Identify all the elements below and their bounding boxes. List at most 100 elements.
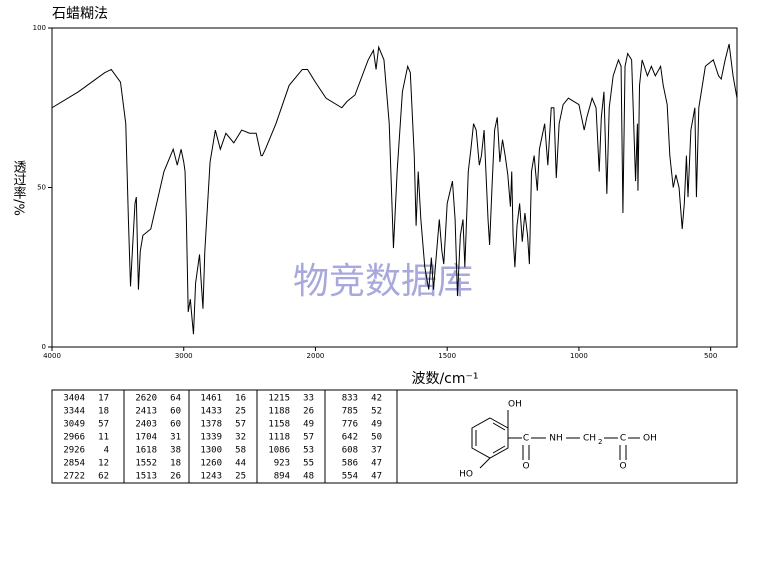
peak-transmittance: 37 xyxy=(371,446,382,456)
y-axis-label: 透过率/% xyxy=(11,160,27,216)
struct-label: O xyxy=(619,462,626,472)
peak-wavenumber: 608 xyxy=(342,446,358,456)
peak-transmittance: 38 xyxy=(170,446,181,456)
peak-wavenumber: 1158 xyxy=(268,420,290,430)
peak-transmittance: 57 xyxy=(303,433,314,443)
peak-transmittance: 33 xyxy=(303,394,314,404)
peak-table-frame xyxy=(51,389,738,484)
peak-transmittance: 57 xyxy=(98,420,109,430)
peak-wavenumber: 586 xyxy=(342,459,358,469)
peak-wavenumber: 1513 xyxy=(135,472,157,482)
spectrum-line xyxy=(51,43,738,335)
y-tick-label: 50 xyxy=(37,184,46,192)
struct-label: 2 xyxy=(598,438,602,446)
peak-wavenumber: 1243 xyxy=(200,472,222,482)
peak-transmittance: 11 xyxy=(98,433,109,443)
x-tick-label: 1000 xyxy=(570,352,588,360)
peak-wavenumber: 923 xyxy=(274,459,290,469)
peak-wavenumber: 3404 xyxy=(63,394,85,404)
peak-transmittance: 47 xyxy=(371,472,382,482)
peak-wavenumber: 1618 xyxy=(135,446,157,456)
peak-transmittance: 52 xyxy=(371,407,382,417)
x-tick-label: 4000 xyxy=(43,352,61,360)
peak-wavenumber: 2620 xyxy=(135,394,157,404)
peak-transmittance: 25 xyxy=(235,472,246,482)
peak-wavenumber: 642 xyxy=(342,433,358,443)
peak-transmittance: 18 xyxy=(170,459,181,469)
peak-transmittance: 32 xyxy=(235,433,246,443)
struct-label: CH xyxy=(583,434,596,444)
peak-wavenumber: 894 xyxy=(274,472,290,482)
peak-wavenumber: 2966 xyxy=(63,433,85,443)
peak-transmittance: 49 xyxy=(303,420,314,430)
peak-transmittance: 26 xyxy=(303,407,314,417)
peak-wavenumber: 2722 xyxy=(63,472,85,482)
peak-transmittance: 4 xyxy=(104,446,109,456)
peak-wavenumber: 1188 xyxy=(268,407,290,417)
y-tick-label: 0 xyxy=(42,343,46,351)
x-tick-label: 3000 xyxy=(175,352,193,360)
peak-transmittance: 12 xyxy=(98,459,109,469)
peak-transmittance: 55 xyxy=(303,459,314,469)
peak-wavenumber: 1300 xyxy=(200,446,222,456)
peak-transmittance: 53 xyxy=(303,446,314,456)
peak-wavenumber: 3049 xyxy=(63,420,85,430)
peak-transmittance: 64 xyxy=(170,394,181,404)
peak-wavenumber: 1704 xyxy=(135,433,157,443)
chart-title: 石蜡糊法 xyxy=(52,6,108,22)
struct-label: HO xyxy=(459,470,473,480)
peak-transmittance: 25 xyxy=(235,407,246,417)
peak-wavenumber: 1461 xyxy=(200,394,222,404)
peak-transmittance: 62 xyxy=(98,472,109,482)
peak-wavenumber: 1378 xyxy=(200,420,222,430)
peak-wavenumber: 2413 xyxy=(135,407,157,417)
peak-wavenumber: 1215 xyxy=(268,394,290,404)
peak-wavenumber: 1260 xyxy=(200,459,222,469)
peak-wavenumber: 1552 xyxy=(135,459,157,469)
peak-transmittance: 42 xyxy=(371,394,382,404)
x-tick-label: 1500 xyxy=(438,352,456,360)
peak-wavenumber: 1339 xyxy=(200,433,222,443)
peak-wavenumber: 2403 xyxy=(135,420,157,430)
peak-transmittance: 50 xyxy=(371,433,382,443)
peak-transmittance: 31 xyxy=(170,433,181,443)
peak-transmittance: 16 xyxy=(235,394,246,404)
struct-label: C xyxy=(523,434,529,444)
x-tick-label: 2000 xyxy=(307,352,325,360)
peak-transmittance: 60 xyxy=(170,407,181,417)
struct-label: NH xyxy=(549,434,563,444)
peak-wavenumber: 2926 xyxy=(63,446,85,456)
struct-label: O xyxy=(522,462,529,472)
ring-double-bond xyxy=(492,445,506,454)
bond xyxy=(479,457,491,469)
peak-transmittance: 26 xyxy=(170,472,181,482)
peak-wavenumber: 785 xyxy=(342,407,358,417)
peak-transmittance: 60 xyxy=(170,420,181,430)
struct-label: OH xyxy=(508,400,522,410)
peak-transmittance: 44 xyxy=(235,459,246,469)
peak-transmittance: 58 xyxy=(235,446,246,456)
watermark: 物竞数据库 xyxy=(293,261,473,302)
peak-transmittance: 49 xyxy=(371,420,382,430)
peak-wavenumber: 776 xyxy=(342,420,358,430)
peak-wavenumber: 833 xyxy=(342,394,358,404)
structure xyxy=(471,410,640,469)
benzene-ring xyxy=(471,417,509,459)
peak-transmittance: 17 xyxy=(98,394,109,404)
peak-wavenumber: 554 xyxy=(342,472,358,482)
peak-transmittance: 57 xyxy=(235,420,246,430)
struct-label: C xyxy=(620,434,626,444)
peak-wavenumber: 3344 xyxy=(63,407,85,417)
peak-wavenumber: 1433 xyxy=(200,407,222,417)
peak-transmittance: 47 xyxy=(371,459,382,469)
struct-label: OH xyxy=(643,434,657,444)
peak-wavenumber: 1086 xyxy=(268,446,290,456)
peak-wavenumber: 1118 xyxy=(268,433,290,443)
peak-transmittance: 48 xyxy=(303,472,314,482)
x-tick-label: 500 xyxy=(704,352,717,360)
peak-wavenumber: 2854 xyxy=(63,459,85,469)
ring-double-bond xyxy=(492,422,506,431)
x-axis-label: 波数/cm⁻¹ xyxy=(411,371,478,387)
peak-transmittance: 18 xyxy=(98,407,109,417)
